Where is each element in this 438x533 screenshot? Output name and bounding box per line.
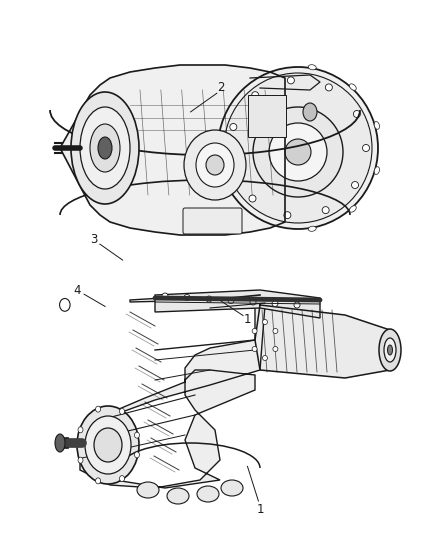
- Ellipse shape: [272, 301, 278, 306]
- Ellipse shape: [120, 475, 124, 482]
- Ellipse shape: [379, 329, 401, 371]
- Ellipse shape: [250, 299, 256, 305]
- Ellipse shape: [374, 122, 379, 130]
- Ellipse shape: [262, 319, 268, 325]
- Ellipse shape: [273, 346, 278, 351]
- Ellipse shape: [85, 416, 131, 474]
- Ellipse shape: [95, 406, 101, 412]
- Ellipse shape: [134, 432, 139, 438]
- Ellipse shape: [78, 427, 83, 433]
- Text: 2: 2: [217, 82, 225, 94]
- Ellipse shape: [184, 295, 190, 301]
- Ellipse shape: [90, 124, 120, 172]
- Ellipse shape: [221, 480, 243, 496]
- Ellipse shape: [384, 338, 396, 362]
- Ellipse shape: [303, 103, 317, 121]
- Ellipse shape: [167, 488, 189, 504]
- Ellipse shape: [284, 212, 291, 219]
- Ellipse shape: [78, 457, 83, 463]
- Ellipse shape: [94, 428, 122, 462]
- Ellipse shape: [77, 406, 139, 484]
- Ellipse shape: [60, 298, 70, 311]
- Ellipse shape: [353, 110, 360, 117]
- Ellipse shape: [262, 356, 268, 360]
- Ellipse shape: [98, 137, 112, 159]
- Ellipse shape: [350, 206, 356, 212]
- Text: 1: 1: [244, 313, 251, 326]
- Ellipse shape: [230, 124, 237, 131]
- Ellipse shape: [287, 77, 294, 84]
- Ellipse shape: [252, 346, 257, 351]
- Ellipse shape: [134, 452, 139, 458]
- Ellipse shape: [162, 293, 168, 299]
- Ellipse shape: [352, 182, 359, 189]
- Ellipse shape: [388, 345, 392, 355]
- Ellipse shape: [71, 92, 139, 204]
- Text: 4: 4: [73, 284, 81, 297]
- Text: 1: 1: [257, 503, 265, 515]
- FancyBboxPatch shape: [183, 208, 242, 234]
- Ellipse shape: [197, 486, 219, 502]
- Ellipse shape: [249, 195, 256, 202]
- Ellipse shape: [224, 73, 372, 223]
- Ellipse shape: [363, 144, 370, 151]
- Ellipse shape: [218, 67, 378, 229]
- Ellipse shape: [308, 226, 316, 231]
- Ellipse shape: [374, 167, 379, 174]
- Polygon shape: [155, 290, 320, 318]
- Bar: [248, 95, 286, 137]
- Ellipse shape: [229, 162, 236, 169]
- Ellipse shape: [252, 328, 257, 334]
- Ellipse shape: [206, 296, 212, 302]
- Ellipse shape: [228, 297, 234, 303]
- Ellipse shape: [95, 478, 101, 484]
- Ellipse shape: [308, 64, 316, 70]
- Ellipse shape: [196, 143, 234, 187]
- Ellipse shape: [269, 123, 327, 181]
- Ellipse shape: [120, 408, 124, 414]
- Ellipse shape: [184, 130, 246, 200]
- Ellipse shape: [252, 92, 259, 99]
- Ellipse shape: [294, 302, 300, 308]
- Polygon shape: [60, 65, 285, 235]
- Ellipse shape: [325, 84, 332, 91]
- Polygon shape: [80, 295, 265, 488]
- Ellipse shape: [80, 107, 130, 189]
- Ellipse shape: [350, 84, 356, 90]
- Text: 3: 3: [91, 233, 98, 246]
- Ellipse shape: [273, 328, 278, 334]
- Ellipse shape: [285, 139, 311, 165]
- Ellipse shape: [322, 207, 329, 214]
- Ellipse shape: [253, 107, 343, 197]
- Ellipse shape: [55, 434, 65, 452]
- Ellipse shape: [137, 482, 159, 498]
- Polygon shape: [255, 305, 395, 378]
- Ellipse shape: [206, 155, 224, 175]
